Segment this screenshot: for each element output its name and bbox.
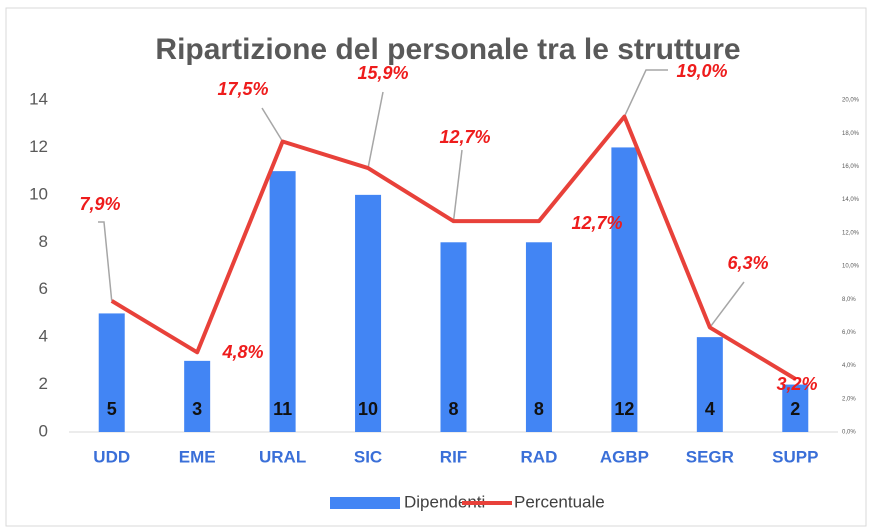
bar xyxy=(611,147,638,432)
y2-tick-label: 8,0% xyxy=(842,297,856,303)
percent-label: 4,8% xyxy=(221,342,263,362)
bar xyxy=(782,384,809,432)
leader-line xyxy=(261,107,284,142)
x-tick-label: AGBP xyxy=(600,447,649,466)
y-tick-label: 12 xyxy=(29,137,48,156)
y-tick-label: 8 xyxy=(39,232,48,251)
percent-label: 15,9% xyxy=(357,63,408,83)
leader-line xyxy=(452,149,463,222)
y2-tick-label: 16,0% xyxy=(842,164,860,170)
y2-tick-label: 10,0% xyxy=(842,264,860,270)
bar-value-label: 12 xyxy=(614,399,634,419)
bar xyxy=(696,337,723,432)
y-tick-label: 2 xyxy=(39,374,48,393)
percent-label: 17,5% xyxy=(217,79,268,99)
x-tick-label: SEGR xyxy=(686,447,734,466)
bar-value-label: 8 xyxy=(534,399,544,419)
y-tick-label: 10 xyxy=(29,184,48,203)
bar-value-label: 11 xyxy=(273,399,292,419)
bar-value-label: 4 xyxy=(705,399,715,419)
bar xyxy=(184,360,211,432)
legend-label: Dipendenti xyxy=(404,492,485,511)
line-series xyxy=(110,114,797,381)
chart-frame xyxy=(5,7,867,527)
bar-value-label: 2 xyxy=(790,399,800,419)
y2-tick-label: 12,0% xyxy=(842,230,860,236)
bar xyxy=(355,194,382,432)
bar-value-label: 3 xyxy=(192,399,202,419)
percent-label: 12,7% xyxy=(439,127,490,147)
x-tick-label: RAD xyxy=(521,447,558,466)
y2-tick-label: 0,0% xyxy=(842,430,856,436)
y2-tick-label: 4,0% xyxy=(842,363,856,369)
y-tick-label: 0 xyxy=(39,421,48,440)
x-tick-label: SUPP xyxy=(772,447,818,466)
x-tick-label: UDD xyxy=(93,447,130,466)
y-tick-label: 6 xyxy=(39,279,48,298)
y2-tick-label: 14,0% xyxy=(842,197,860,203)
percent-label: 19,0% xyxy=(676,61,727,81)
y2-tick-label: 18,0% xyxy=(842,131,860,137)
x-tick-label: EME xyxy=(179,447,216,466)
x-tick-label: URAL xyxy=(259,447,306,466)
y2-tick-label: 6,0% xyxy=(842,330,856,336)
legend-label: Percentuale xyxy=(514,492,605,511)
y-tick-label: 4 xyxy=(39,327,48,346)
bar-value-label: 10 xyxy=(358,399,378,419)
bar xyxy=(269,171,296,432)
legend-swatch xyxy=(330,497,400,509)
bar xyxy=(440,242,467,432)
bar xyxy=(98,313,125,432)
bar-value-label: 5 xyxy=(107,399,117,419)
x-tick-label: SIC xyxy=(354,447,382,466)
y-tick-label: 14 xyxy=(29,89,48,108)
leader-line xyxy=(623,69,668,117)
percent-label: 6,3% xyxy=(727,253,768,273)
percent-label: 7,9% xyxy=(79,194,120,214)
percent-label: 12,7% xyxy=(571,213,622,233)
leader-line xyxy=(98,221,113,301)
percent-label: 3,2% xyxy=(776,374,817,394)
leader-line xyxy=(709,281,745,328)
y2-tick-label: 2,0% xyxy=(842,396,856,402)
bar-value-label: 8 xyxy=(448,399,458,419)
leader-line xyxy=(367,91,384,169)
bar xyxy=(525,242,552,432)
chart-title: Ripartizione del personale tra le strutt… xyxy=(155,33,740,66)
y2-tick-label: 20,0% xyxy=(842,98,860,104)
x-tick-label: RIF xyxy=(440,447,467,466)
